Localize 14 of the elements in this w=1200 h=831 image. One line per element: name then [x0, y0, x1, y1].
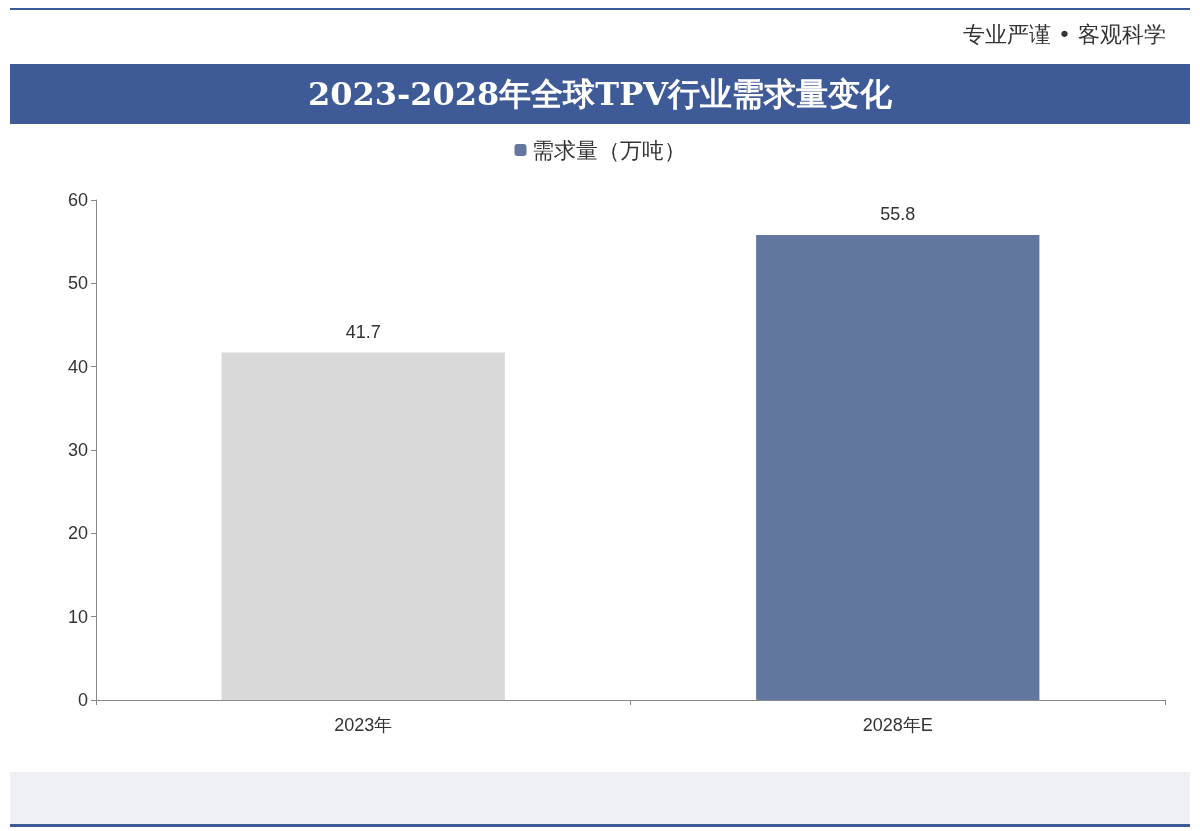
- y-tick-label: 0: [77, 690, 88, 710]
- y-tick-label: 50: [67, 273, 88, 294]
- x-tick-label: 2023年: [334, 715, 393, 735]
- y-tick-label: 10: [67, 606, 88, 627]
- x-tick-label: 2028年E: [862, 715, 933, 735]
- data-label: 55.8: [880, 204, 916, 224]
- y-tick-label: 30: [67, 440, 88, 460]
- text: 专业严谨 • 客观科学: [963, 21, 1166, 49]
- y-tick-label: 20: [67, 523, 88, 544]
- y-tick-label: 40: [67, 356, 88, 377]
- legend-label: 需求量（万吨）: [531, 137, 686, 163]
- y-tick-label: 60: [67, 190, 88, 210]
- chart-title: 2023-2028年全球TPV行业需求量变化: [10, 64, 1190, 124]
- data-label: 41.7: [345, 321, 381, 342]
